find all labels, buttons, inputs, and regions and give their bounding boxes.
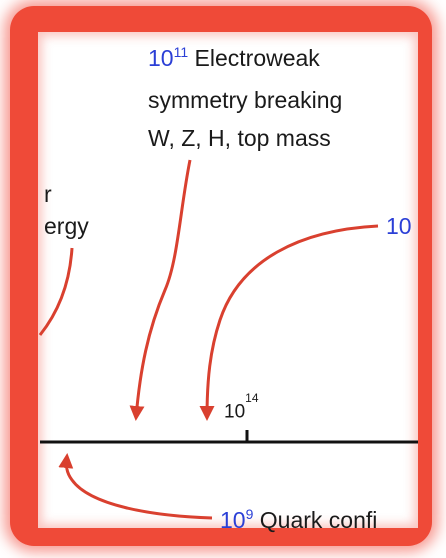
quark-arrow bbox=[58, 453, 213, 520]
left-label-arrow bbox=[38, 247, 74, 336]
electroweak-scale: 1011 bbox=[148, 44, 189, 71]
left-partial-line2: ergy bbox=[44, 213, 89, 239]
electroweak-label: 1011 Electroweak bbox=[148, 44, 320, 75]
left-partial-line1: r bbox=[44, 181, 52, 207]
electroweak-line3: W, Z, H, top mass bbox=[148, 125, 331, 151]
axis-tick-label: 1014 bbox=[224, 391, 259, 423]
diagram-panel bbox=[38, 32, 418, 528]
right-label-arrow bbox=[199, 224, 379, 421]
electroweak-line2: symmetry breaking bbox=[148, 87, 343, 113]
electroweak-arrow bbox=[129, 159, 192, 421]
electroweak-title: Electroweak bbox=[194, 45, 320, 71]
right-partial-label: 10 bbox=[386, 213, 412, 239]
quark-scale: 109 bbox=[220, 506, 254, 533]
quark-label: 109 Quark confi bbox=[220, 506, 377, 537]
quark-title: Quark confi bbox=[259, 507, 378, 533]
